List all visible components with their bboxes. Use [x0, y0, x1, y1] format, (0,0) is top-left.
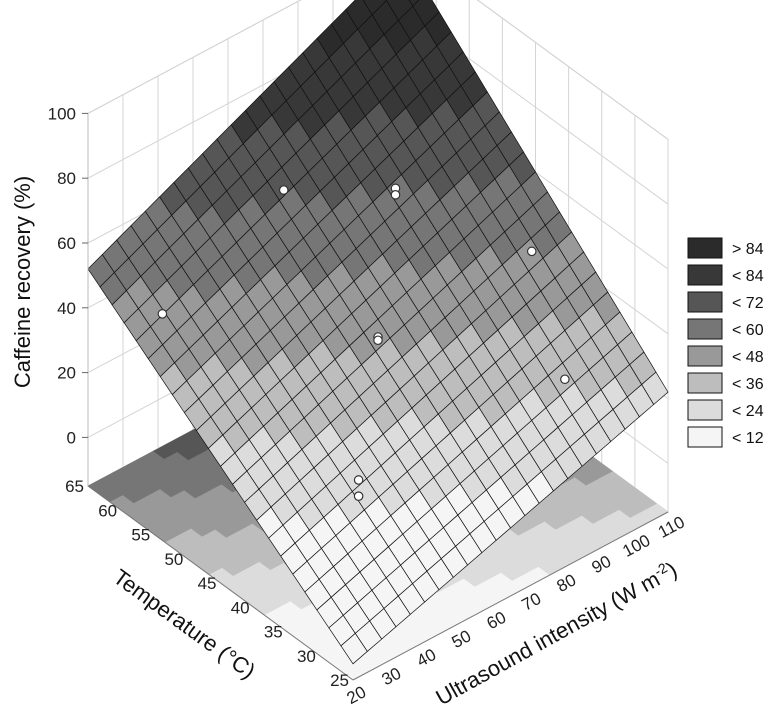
z-tick-label: 0 — [67, 428, 76, 447]
z-tick-label: 100 — [48, 104, 76, 123]
legend-swatch — [687, 291, 723, 313]
z-axis-title: Caffeine recovery (%) — [10, 176, 35, 388]
legend-label: < 60 — [732, 322, 764, 339]
legend-swatch — [687, 264, 723, 286]
legend-label: < 12 — [732, 430, 764, 447]
temperature-tick-label: 55 — [131, 526, 150, 545]
legend-label: < 84 — [732, 268, 764, 285]
z-tick-label: 60 — [57, 234, 76, 253]
temperature-tick-label: 50 — [164, 550, 183, 569]
intensity-tick-label: 40 — [414, 645, 440, 671]
observed-points — [157, 183, 570, 501]
intensity-tick-label: 80 — [554, 570, 580, 596]
intensity-tick-label: 70 — [519, 589, 545, 615]
observed-point — [390, 190, 401, 200]
z-tick-label: 20 — [57, 364, 76, 383]
observed-point — [353, 475, 364, 485]
temperature-tick-label: 65 — [65, 477, 84, 496]
legend-label: < 36 — [732, 376, 764, 393]
observed-point — [278, 185, 289, 195]
intensity-axis-line — [352, 511, 669, 681]
temperature-tick-label: 25 — [330, 671, 349, 690]
temperature-axis-line — [87, 485, 354, 681]
temperature-tick-label: 30 — [297, 647, 316, 666]
legend: > 84 < 84 < 72 < 60 < 48 < 36 < 24 < 12 — [687, 237, 764, 448]
observed-point — [353, 491, 364, 501]
z-tick-label: 80 — [57, 169, 76, 188]
legend-swatch — [687, 426, 723, 448]
legend-swatch — [687, 399, 723, 421]
legend-label: < 48 — [732, 349, 764, 366]
legend-swatch — [687, 372, 723, 394]
intensity-tick-label: 30 — [379, 664, 405, 690]
temperature-tick-label: 45 — [198, 574, 217, 593]
legend-label: < 24 — [732, 403, 764, 420]
legend-swatch — [687, 237, 723, 259]
response-surface — [87, 0, 669, 665]
z-tick-label: 40 — [57, 299, 76, 318]
intensity-tick-label: 90 — [589, 552, 615, 578]
intensity-tick-label: 50 — [449, 626, 475, 652]
observed-point — [560, 374, 570, 385]
temperature-tick-label: 40 — [231, 598, 250, 617]
legend-label: > 84 — [732, 241, 764, 258]
observed-point — [526, 246, 537, 257]
surface-cell — [408, 0, 420, 7]
temperature-tick-label: 60 — [98, 501, 117, 520]
temperature-tick-label: 35 — [264, 623, 283, 642]
intensity-tick-label: 60 — [484, 608, 510, 634]
legend-swatch — [687, 345, 723, 367]
observed-point — [373, 335, 383, 346]
observed-point — [157, 309, 168, 319]
legend-label: < 72 — [732, 295, 764, 312]
surface-cell — [340, 632, 368, 665]
legend-swatch — [687, 318, 723, 340]
